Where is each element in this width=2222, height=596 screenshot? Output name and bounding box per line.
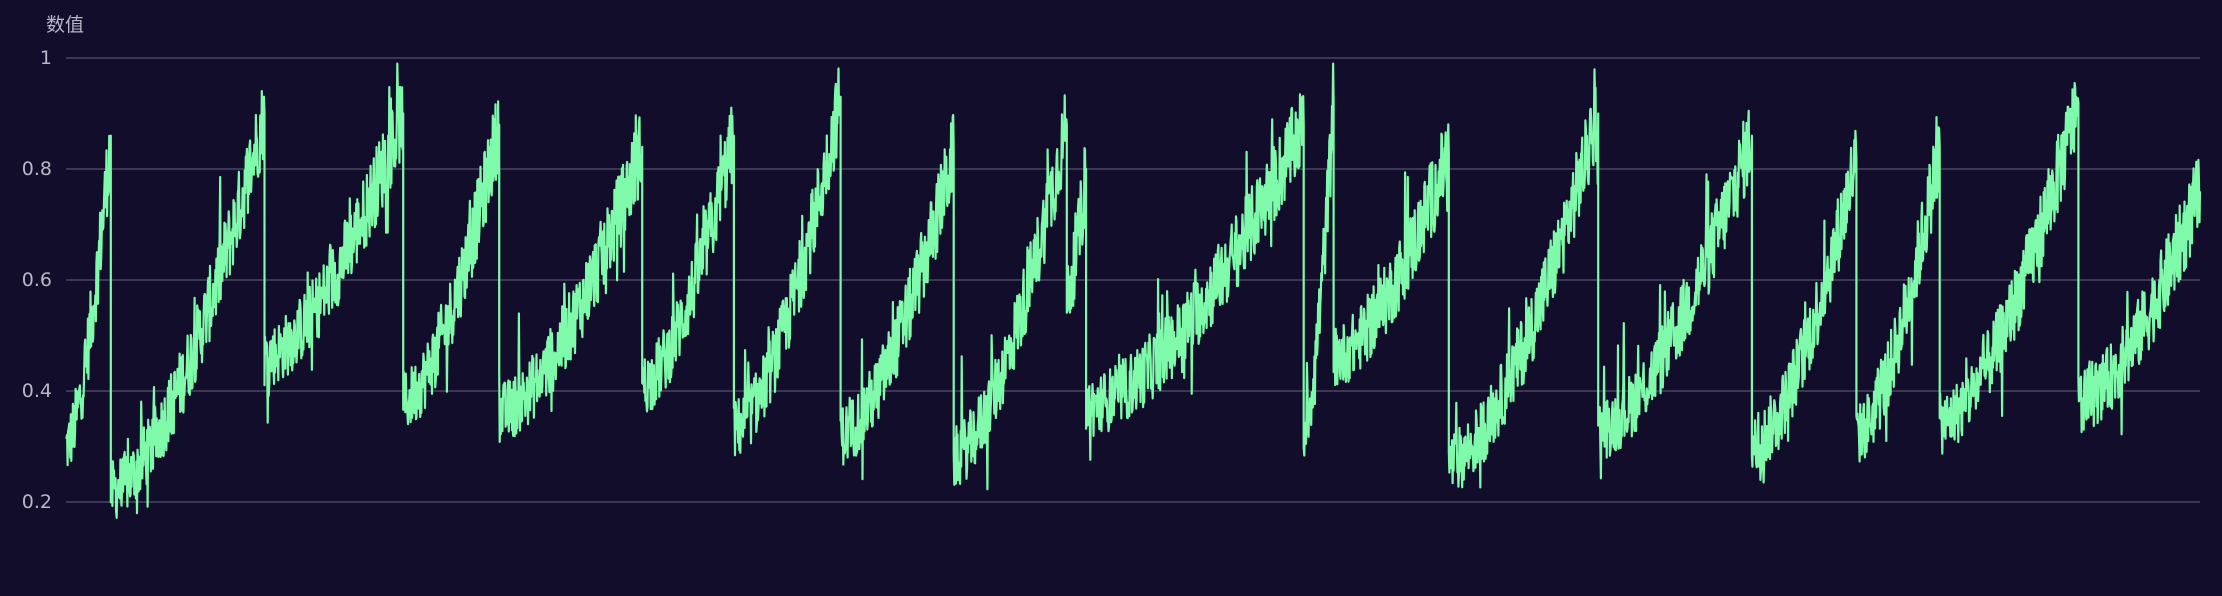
y-axis-title: 数值 <box>46 14 84 36</box>
y-tick-label: 0.8 <box>22 158 52 180</box>
y-tick-label: 0.6 <box>22 269 52 291</box>
series-line <box>64 62 2202 519</box>
grid-lines <box>66 57 2200 503</box>
y-tick-label: 0.2 <box>22 491 52 513</box>
series-layer <box>64 62 2202 519</box>
y-tick-label: 0.4 <box>22 380 52 402</box>
y-tick-label: 1 <box>40 47 52 69</box>
y-axis-ticks: 1 0.8 0.6 0.4 0.2 <box>22 47 52 513</box>
